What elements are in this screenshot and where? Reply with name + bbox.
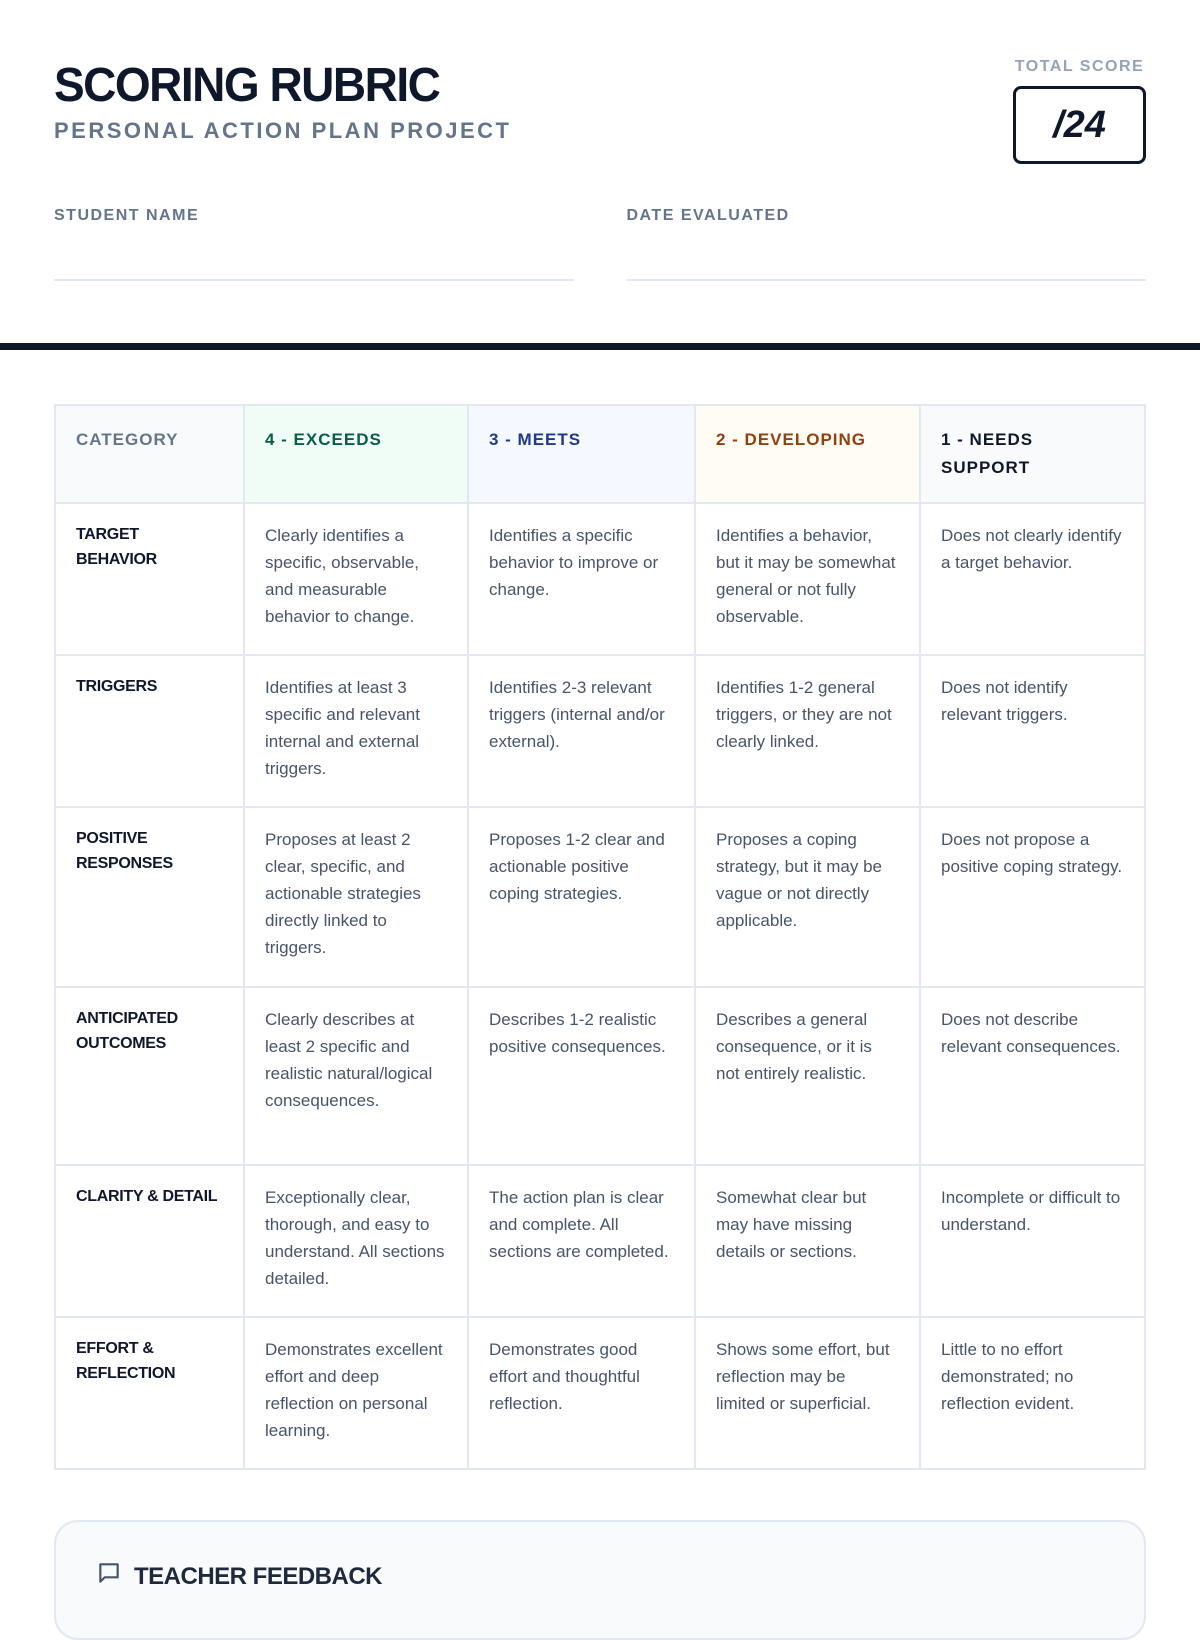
category-cell: POSITIVE RESPONSES (54, 806, 245, 988)
criteria-cell[interactable]: Shows some effort, but reflection may be… (694, 1316, 921, 1470)
table-header-row: CATEGORY 4 - EXCEEDS 3 - MEETS 2 - DEVEL… (54, 404, 1146, 504)
criteria-cell[interactable]: Identifies a behavior, but it may be som… (694, 502, 921, 656)
header-meets: 3 - MEETS (467, 404, 696, 504)
header-needs-support: 1 - NEEDS SUPPORT (919, 404, 1146, 504)
criteria-cell[interactable]: Does not identify relevant triggers. (919, 654, 1146, 808)
criteria-cell[interactable]: Identifies 1-2 general triggers, or they… (694, 654, 921, 808)
criteria-cell[interactable]: Demonstrates excellent effort and deep r… (243, 1316, 469, 1470)
page-subtitle: PERSONAL ACTION PLAN PROJECT (54, 118, 512, 143)
teacher-feedback-panel: TEACHER FEEDBACK (54, 1520, 1146, 1640)
student-name-field[interactable]: STUDENT NAME (54, 207, 574, 281)
category-cell: TARGET BEHAVIOR (54, 502, 245, 656)
criteria-cell[interactable]: Proposes 1-2 clear and actionable positi… (467, 806, 696, 988)
date-evaluated-field[interactable]: DATE EVALUATED (626, 207, 1146, 281)
table-row: CLARITY & DETAIL Exceptionally clear, tho… (54, 1164, 1146, 1318)
total-score: TOTAL SCORE /24 (1013, 58, 1146, 164)
criteria-cell[interactable]: Does not propose a positive coping strat… (919, 806, 1146, 988)
criteria-cell[interactable]: Incomplete or difficult to understand. (919, 1164, 1146, 1318)
page-title: SCORING RUBRIC (54, 56, 441, 112)
total-score-label: TOTAL SCORE (1014, 58, 1145, 75)
criteria-cell[interactable]: The action plan is clear and complete. A… (467, 1164, 696, 1318)
teacher-feedback-heading: TEACHER FEEDBACK (96, 1560, 1104, 1593)
table-row: POSITIVE RESPONSES Proposes at least 2 cl… (54, 806, 1146, 988)
criteria-cell[interactable]: Little to no effort demonstrated; no ref… (919, 1316, 1146, 1470)
criteria-cell[interactable]: Does not describe relevant consequences. (919, 986, 1146, 1166)
table-row: ANTICIPATED OUTCOMES Clearly describes at… (54, 986, 1146, 1166)
criteria-cell[interactable]: Clearly describes at least 2 specific an… (243, 986, 469, 1166)
criteria-cell[interactable]: Describes a general consequence, or it i… (694, 986, 921, 1166)
criteria-cell[interactable]: Exceptionally clear, thorough, and easy … (243, 1164, 469, 1318)
category-cell: CLARITY & DETAIL (54, 1164, 245, 1318)
criteria-cell[interactable]: Proposes at least 2 clear, specific, and… (243, 806, 469, 988)
criteria-cell[interactable]: Identifies a specific behavior to improv… (467, 502, 696, 656)
header: SCORING RUBRIC PERSONAL ACTION PLAN PROJ… (54, 56, 1146, 164)
criteria-cell[interactable]: Demonstrates good effort and thoughtful … (467, 1316, 696, 1470)
criteria-cell[interactable]: Clearly identifies a specific, observabl… (243, 502, 469, 656)
header-exceeds: 4 - EXCEEDS (243, 404, 469, 504)
category-cell: EFFORT & REFLECTION (54, 1316, 245, 1470)
date-evaluated-label: DATE EVALUATED (626, 207, 790, 224)
total-score-box[interactable]: /24 (1013, 86, 1146, 164)
message-square-icon (96, 1560, 122, 1593)
criteria-cell[interactable]: Identifies at least 3 specific and relev… (243, 654, 469, 808)
criteria-cell[interactable]: Proposes a coping strategy, but it may b… (694, 806, 921, 988)
table-row: TRIGGERS Identifies at least 3 specific a… (54, 654, 1146, 808)
teacher-feedback-title: TEACHER FEEDBACK (134, 1562, 383, 1590)
table-row: TARGET BEHAVIOR Clearly identifies a spec… (54, 502, 1146, 656)
table-row: EFFORT & REFLECTION Demonstrates excellen… (54, 1316, 1146, 1470)
student-name-line[interactable] (54, 279, 574, 281)
header-category: CATEGORY (54, 404, 245, 504)
criteria-cell[interactable]: Somewhat clear but may have missing deta… (694, 1164, 921, 1318)
rubric-table: CATEGORY 4 - EXCEEDS 3 - MEETS 2 - DEVEL… (54, 404, 1146, 1470)
criteria-cell[interactable]: Describes 1-2 realistic positive consequ… (467, 986, 696, 1166)
category-cell: ANTICIPATED OUTCOMES (54, 986, 245, 1166)
header-developing: 2 - DEVELOPING (694, 404, 921, 504)
category-cell: TRIGGERS (54, 654, 245, 808)
criteria-cell[interactable]: Identifies 2-3 relevant triggers (intern… (467, 654, 696, 808)
header-divider (0, 343, 1200, 350)
date-evaluated-line[interactable] (626, 279, 1146, 281)
student-name-label: STUDENT NAME (54, 207, 200, 224)
info-fields: STUDENT NAME DATE EVALUATED (54, 207, 1146, 281)
criteria-cell[interactable]: Does not clearly identify a target behav… (919, 502, 1146, 656)
